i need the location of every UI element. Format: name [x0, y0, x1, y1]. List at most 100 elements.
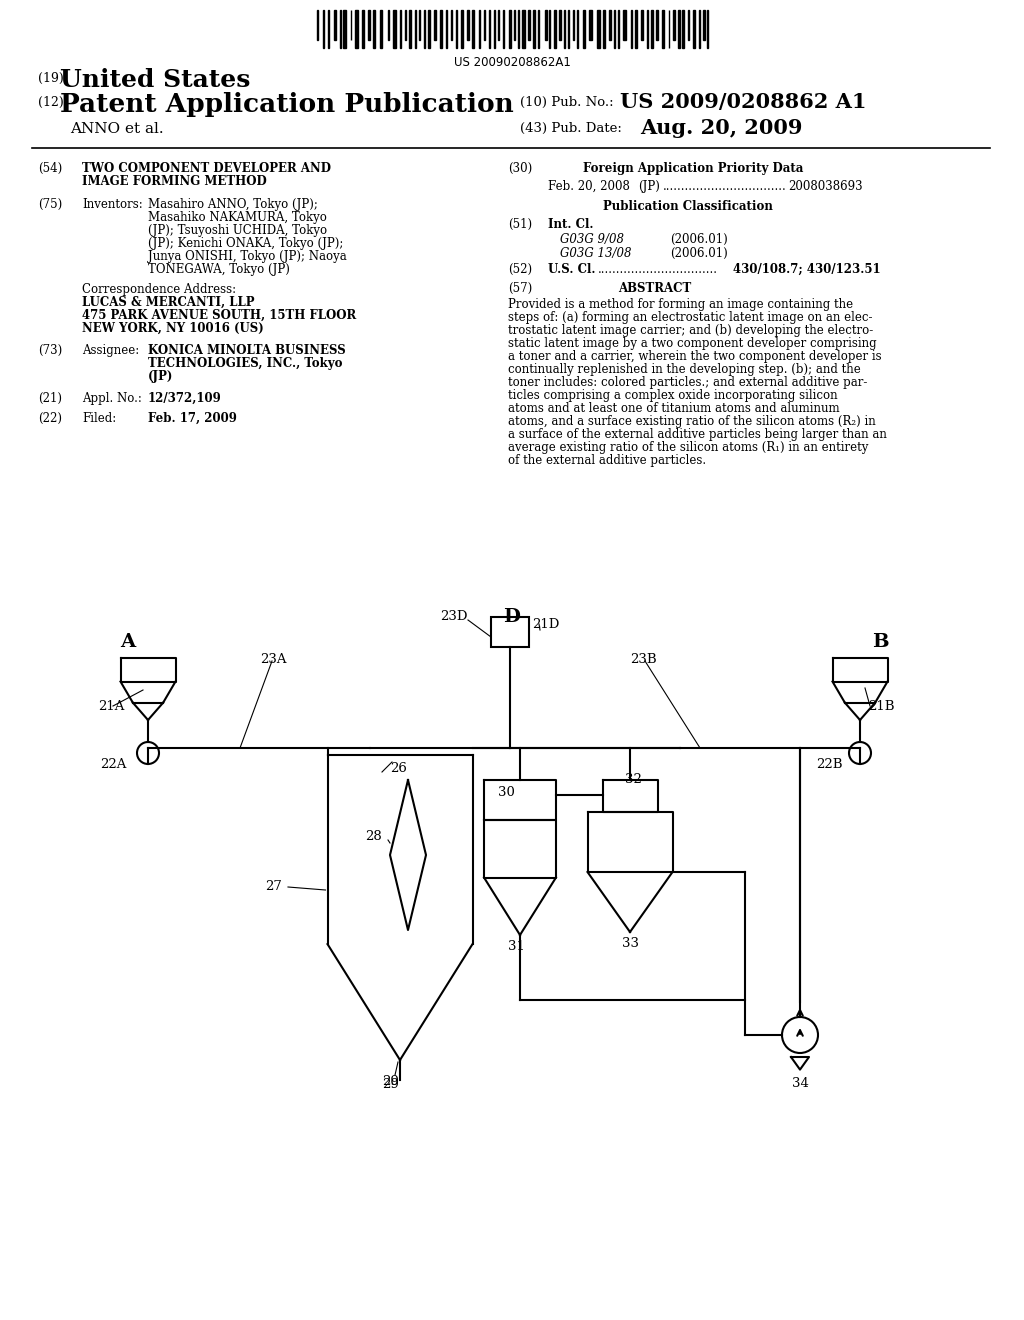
Text: of the external additive particles.: of the external additive particles.	[508, 454, 707, 467]
Bar	[663, 11, 665, 48]
Bar	[518, 11, 519, 48]
Bar	[693, 11, 694, 48]
Bar	[617, 11, 620, 48]
Text: NEW YORK, NY 10016 (US): NEW YORK, NY 10016 (US)	[82, 322, 264, 335]
Text: trostatic latent image carrier; and (b) developing the electro-: trostatic latent image carrier; and (b) …	[508, 323, 873, 337]
Bar	[368, 11, 370, 40]
Bar	[488, 11, 490, 48]
Text: TECHNOLOGIES, INC., Tokyo: TECHNOLOGIES, INC., Tokyo	[148, 356, 342, 370]
Text: steps of: (a) forming an electrostatic latent image on an elec-: steps of: (a) forming an electrostatic l…	[508, 312, 872, 323]
Text: 430/108.7; 430/123.51: 430/108.7; 430/123.51	[733, 263, 881, 276]
Text: (30): (30)	[508, 162, 532, 176]
Text: (43) Pub. Date:: (43) Pub. Date:	[520, 121, 622, 135]
Bar	[410, 11, 412, 48]
Text: 28: 28	[365, 830, 382, 843]
Text: 21D: 21D	[532, 618, 559, 631]
Bar	[514, 11, 515, 40]
Bar	[434, 11, 435, 40]
Text: LUCAS & MERCANTI, LLP: LUCAS & MERCANTI, LLP	[82, 296, 255, 309]
Bar	[361, 11, 364, 48]
Text: (22): (22)	[38, 412, 62, 425]
Text: Correspondence Address:: Correspondence Address:	[82, 282, 237, 296]
Bar	[651, 11, 653, 48]
Bar	[563, 11, 565, 48]
Text: Feb. 20, 2008: Feb. 20, 2008	[548, 180, 630, 193]
Text: Publication Classification: Publication Classification	[603, 201, 773, 213]
Text: ................................: ................................	[598, 263, 718, 276]
Text: 27: 27	[265, 880, 282, 894]
Bar	[393, 11, 396, 48]
Text: A: A	[121, 634, 135, 651]
Text: Int. Cl.: Int. Cl.	[548, 218, 594, 231]
Bar	[457, 11, 458, 48]
Bar	[583, 11, 585, 48]
Text: 26: 26	[390, 762, 407, 775]
Bar	[399, 11, 401, 48]
Bar	[646, 11, 648, 48]
Text: atoms and at least one of titanium atoms and aluminum: atoms and at least one of titanium atoms…	[508, 403, 840, 414]
Text: (JP); Tsuyoshi UCHIDA, Tokyo: (JP); Tsuyoshi UCHIDA, Tokyo	[148, 224, 327, 238]
Text: 475 PARK AVENUE SOUTH, 15TH FLOOR: 475 PARK AVENUE SOUTH, 15TH FLOOR	[82, 309, 356, 322]
Bar	[572, 11, 574, 40]
Text: (52): (52)	[508, 263, 532, 276]
Text: ticles comprising a complex oxide incorporating silicon: ticles comprising a complex oxide incorp…	[508, 389, 838, 403]
Text: B: B	[871, 634, 888, 651]
Bar	[355, 11, 358, 48]
Bar	[424, 11, 425, 48]
Text: atoms, and a surface existing ratio of the silicon atoms (R₂) in: atoms, and a surface existing ratio of t…	[508, 414, 876, 428]
Bar	[490, 616, 529, 647]
Bar	[635, 11, 637, 48]
Bar	[461, 11, 463, 48]
Text: 33: 33	[622, 937, 639, 950]
Bar	[613, 11, 614, 48]
Text: 23D: 23D	[440, 610, 468, 623]
Text: ABSTRACT: ABSTRACT	[618, 282, 691, 294]
Bar	[380, 11, 382, 48]
Bar	[522, 11, 524, 48]
Text: G03G 13/08: G03G 13/08	[560, 247, 632, 260]
Text: Aug. 20, 2009: Aug. 20, 2009	[640, 117, 803, 139]
Bar	[317, 11, 318, 40]
Text: Junya ONISHI, Tokyo (JP); Naoya: Junya ONISHI, Tokyo (JP); Naoya	[148, 249, 347, 263]
Text: 32: 32	[625, 774, 642, 785]
Bar	[440, 11, 441, 48]
Bar	[597, 11, 600, 48]
Text: Masahiro ANNO, Tokyo (JP);: Masahiro ANNO, Tokyo (JP);	[148, 198, 317, 211]
Bar	[472, 11, 474, 48]
Bar	[673, 11, 675, 40]
Bar	[631, 11, 632, 48]
Text: 21A: 21A	[98, 700, 124, 713]
Text: a toner and a carrier, wherein the two component developer is: a toner and a carrier, wherein the two c…	[508, 350, 882, 363]
Bar	[682, 11, 683, 48]
Text: Masahiko NAKAMURA, Tokyo: Masahiko NAKAMURA, Tokyo	[148, 211, 327, 224]
Bar	[678, 11, 680, 48]
Bar	[503, 11, 505, 48]
Bar	[688, 11, 689, 40]
Bar	[703, 11, 705, 40]
Text: (73): (73)	[38, 345, 62, 356]
Bar	[388, 11, 389, 40]
Text: KONICA MINOLTA BUSINESS: KONICA MINOLTA BUSINESS	[148, 345, 346, 356]
Text: (JP); Kenichi ONAKA, Tokyo (JP);: (JP); Kenichi ONAKA, Tokyo (JP);	[148, 238, 343, 249]
Bar	[528, 11, 530, 40]
Bar	[483, 11, 485, 40]
Bar	[415, 11, 417, 48]
Text: a surface of the external additive particles being larger than an: a surface of the external additive parti…	[508, 428, 887, 441]
Text: G03G 9/08: G03G 9/08	[560, 234, 624, 246]
Text: toner includes: colored particles.; and external additive par-: toner includes: colored particles.; and …	[508, 376, 867, 389]
Text: Appl. No.:: Appl. No.:	[82, 392, 142, 405]
Bar	[478, 11, 480, 48]
Text: continually replenished in the developing step. (b); and the: continually replenished in the developin…	[508, 363, 861, 376]
Bar	[467, 11, 469, 40]
Text: (12): (12)	[38, 96, 63, 110]
Text: U.S. Cl.: U.S. Cl.	[548, 263, 596, 276]
Text: 23B: 23B	[630, 653, 656, 667]
Bar	[419, 11, 421, 40]
Text: Inventors:: Inventors:	[82, 198, 142, 211]
Text: (21): (21)	[38, 392, 62, 405]
Bar	[707, 11, 708, 48]
Text: TWO COMPONENT DEVELOPER AND: TWO COMPONENT DEVELOPER AND	[82, 162, 331, 176]
Bar	[589, 11, 592, 40]
Text: Foreign Application Priority Data: Foreign Application Priority Data	[583, 162, 804, 176]
Text: (75): (75)	[38, 198, 62, 211]
